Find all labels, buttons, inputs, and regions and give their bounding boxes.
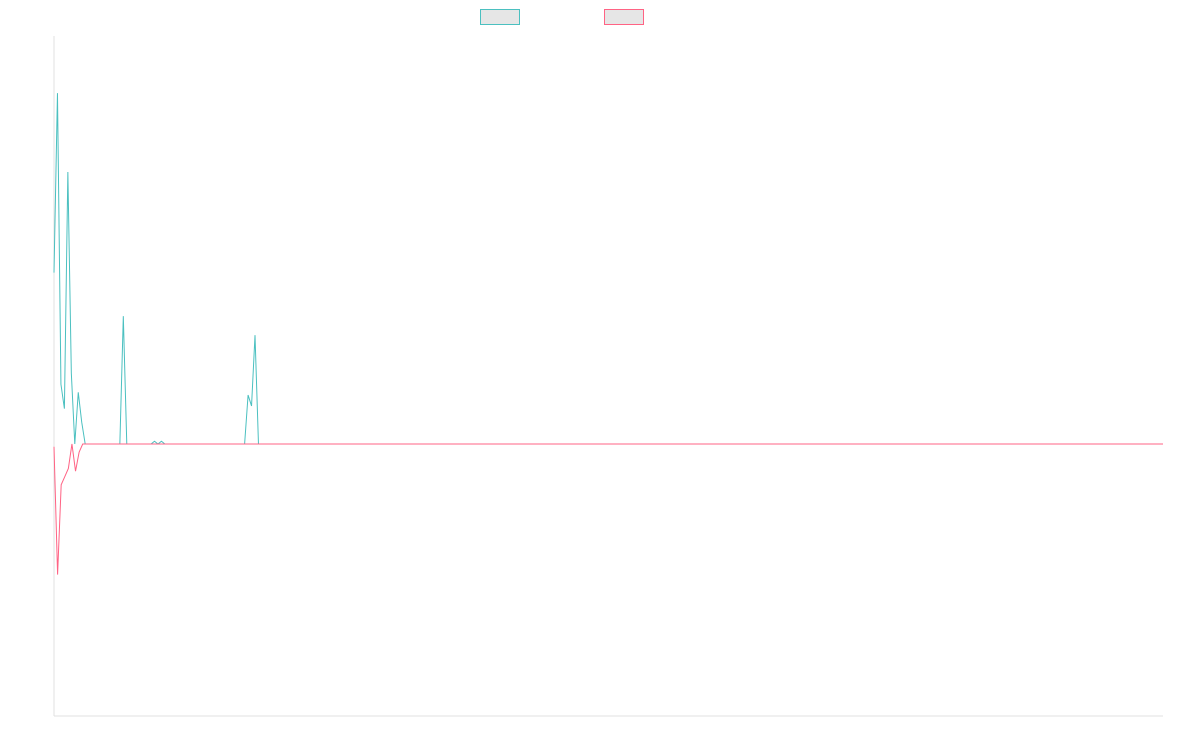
chart-axes xyxy=(53,36,1163,717)
legend-swatch-series-2[interactable] xyxy=(604,9,644,25)
legend-swatch-series-1[interactable] xyxy=(480,9,520,25)
series-2-line[interactable] xyxy=(53,443,1163,575)
series-layer xyxy=(53,93,1163,575)
series-1-line[interactable] xyxy=(53,93,1163,445)
